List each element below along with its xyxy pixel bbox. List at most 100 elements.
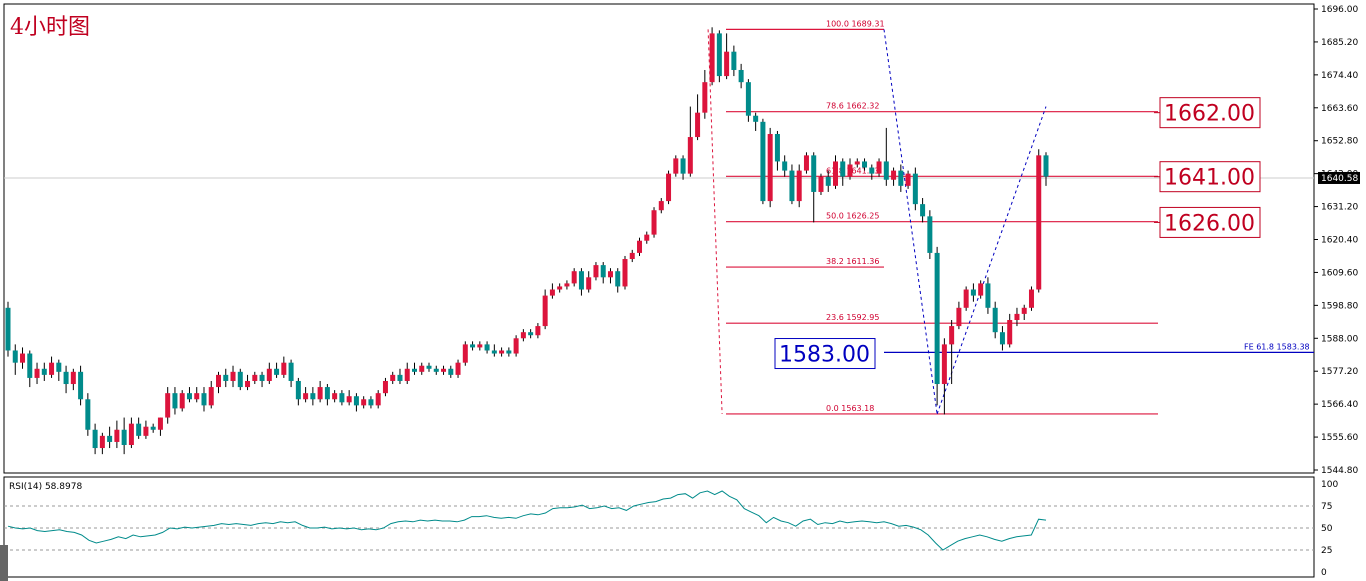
candle-body: [78, 371, 84, 400]
candle-body: [644, 234, 650, 241]
candle-body: [157, 417, 163, 430]
candle-body: [274, 368, 280, 375]
fib-expansion-trend-line: [936, 106, 1047, 415]
annotation-box: [774, 338, 876, 370]
candle-body: [230, 371, 236, 381]
annotation-label: 1662.00: [1164, 102, 1255, 127]
candle-body: [847, 164, 853, 177]
candle-body: [310, 393, 316, 400]
candle-body: [70, 371, 76, 385]
candle-body: [1014, 313, 1020, 320]
candle-body: [208, 387, 214, 406]
candle-body: [353, 396, 359, 406]
rsi-tick-label: 50: [1321, 524, 1333, 534]
candle-body: [869, 167, 875, 174]
candle-body: [912, 173, 918, 205]
candle-body: [223, 374, 229, 381]
candle-body: [237, 371, 243, 388]
candle-body: [753, 115, 759, 122]
candle-body: [1021, 307, 1027, 314]
candle-body: [390, 374, 396, 381]
price-tick-label: 1663.60: [1321, 104, 1358, 114]
candle-body: [535, 326, 541, 336]
candle-body: [92, 429, 98, 449]
price-tick-label: 1685.20: [1321, 38, 1358, 48]
candle-body: [803, 155, 809, 171]
candle-body: [607, 271, 613, 278]
chart-title: 4小时图: [10, 15, 90, 40]
candle-body: [426, 365, 432, 369]
price-tick-label: 1652.80: [1321, 137, 1358, 147]
candle-body: [992, 307, 998, 333]
candle-body: [245, 380, 251, 388]
candle-body: [970, 289, 976, 296]
candle-body: [687, 137, 693, 174]
candle-body: [295, 380, 301, 400]
candle-body: [738, 69, 744, 83]
candle-body: [854, 161, 860, 165]
candle-body: [622, 259, 628, 287]
fib-trend-line: [883, 29, 938, 415]
candle-body: [303, 393, 309, 400]
candle-body: [941, 344, 947, 385]
candle-body: [281, 362, 287, 375]
candle-body: [999, 332, 1005, 345]
candle-body: [702, 82, 708, 113]
candle-body: [201, 393, 207, 406]
candle-body: [542, 295, 548, 327]
candle-body: [695, 112, 701, 138]
candle-body: [920, 204, 926, 217]
candle-body: [165, 393, 171, 418]
candle-body: [332, 393, 338, 400]
candle-body: [506, 350, 512, 354]
candle-body: [680, 158, 686, 174]
candle-body: [397, 374, 403, 381]
candle-body: [832, 161, 838, 186]
candle-body: [985, 283, 991, 308]
price-tick-label: 1609.60: [1321, 268, 1358, 278]
annotation-label: 1583.00: [779, 343, 870, 368]
candle-body: [956, 307, 962, 327]
rsi-tick-label: 0: [1321, 568, 1327, 578]
rsi-indicator: 100 75 50 25 0: [4, 480, 1338, 578]
price-tick-label: 1631.20: [1321, 203, 1358, 213]
candle-body: [41, 368, 47, 375]
fib-anchor-line: [707, 29, 723, 414]
price-annotations: 1662.00 1641.00 1626.00 1583.00: [774, 97, 1261, 370]
candle-body: [578, 271, 584, 290]
candle-body: [796, 170, 802, 202]
candle-body: [898, 170, 904, 186]
candle-body: [12, 350, 18, 363]
candle-body: [56, 362, 62, 372]
candle-body: [375, 393, 381, 406]
price-tick-label: 1598.80: [1321, 301, 1358, 311]
rsi-line: [7, 490, 1047, 551]
candle-body: [288, 362, 294, 381]
candle-body: [571, 271, 577, 284]
price-tick-label: 1577.20: [1321, 367, 1358, 377]
candles: [5, 27, 1049, 455]
candle-body: [252, 374, 258, 381]
candle-body: [891, 170, 897, 180]
candle-body: [411, 368, 417, 372]
candle-body: [549, 289, 555, 296]
candle-body: [20, 353, 26, 363]
candle-body: [774, 134, 780, 162]
candle-body: [615, 271, 621, 287]
candle-body: [1028, 289, 1034, 308]
candle-body: [433, 368, 439, 372]
scroll-handle[interactable]: [0, 545, 8, 581]
fib-level-label: 23.6 1592.95: [826, 313, 879, 322]
candle-body: [716, 33, 722, 77]
price-tick-label: 1566.40: [1321, 400, 1358, 410]
candle-body: [767, 134, 773, 202]
candle-body: [949, 326, 955, 345]
candle-body: [499, 350, 505, 354]
candle-body: [99, 435, 105, 449]
candle-body: [745, 82, 751, 116]
candle-body: [368, 399, 374, 406]
candle-body: [789, 170, 795, 202]
candle-body: [49, 362, 55, 375]
candle-body: [818, 176, 824, 192]
